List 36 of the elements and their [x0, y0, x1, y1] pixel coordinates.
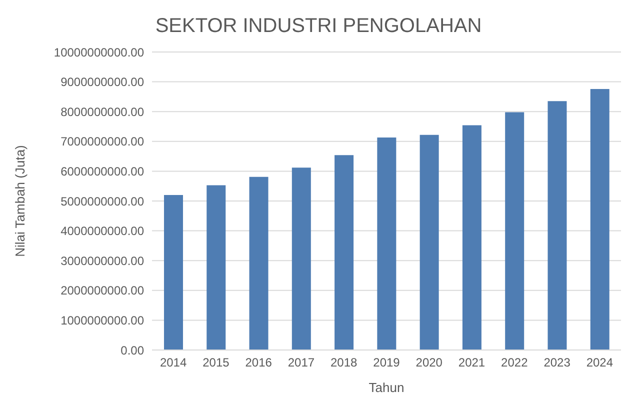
bar — [334, 155, 354, 350]
x-axis-title: Tahun — [368, 380, 404, 395]
bar — [377, 138, 396, 350]
y-tick-label: 6000000000.00 — [60, 164, 144, 178]
x-tick-label: 2020 — [416, 356, 443, 370]
x-tick-label: 2018 — [330, 356, 358, 370]
y-tick-label: 7000000000.00 — [60, 134, 144, 149]
x-tick-label: 2023 — [544, 356, 571, 370]
x-tick-label: 2024 — [586, 356, 614, 370]
bar — [462, 125, 482, 350]
y-tick-label: 8000000000.00 — [60, 104, 144, 119]
bar — [206, 185, 226, 350]
y-tick-label: 2000000000.00 — [60, 284, 144, 298]
y-tick-label: 5000000000.00 — [60, 194, 144, 208]
chart-title: SEKTOR INDUSTRI PENGOLAHAN — [154, 14, 483, 39]
x-tick-label: 2019 — [373, 356, 400, 370]
bar — [164, 195, 183, 350]
bar — [505, 112, 524, 350]
y-tick-label: 9000000000.00 — [60, 75, 144, 90]
bar — [548, 101, 567, 350]
y-axis-title: Nilai Tambah (Juta) — [12, 145, 28, 257]
y-tick-label: 3000000000.00 — [60, 254, 144, 268]
x-tick-label: 2015 — [202, 356, 230, 370]
bar — [249, 176, 268, 350]
y-tick-label: 0.00 — [120, 343, 144, 358]
y-tick-label: 10000000000.00 — [54, 45, 144, 60]
bar — [420, 134, 439, 350]
x-tick-label: 2021 — [458, 356, 486, 370]
y-tick-label: 4000000000.00 — [60, 224, 144, 238]
x-tick-label: 2017 — [288, 356, 315, 370]
y-tick-label: 1000000000.00 — [60, 313, 144, 328]
x-tick-label: 2016 — [245, 356, 272, 370]
bar — [590, 88, 610, 350]
x-tick-label: 2014 — [160, 356, 187, 370]
x-tick-label: 2022 — [501, 356, 528, 370]
bar — [292, 168, 311, 350]
